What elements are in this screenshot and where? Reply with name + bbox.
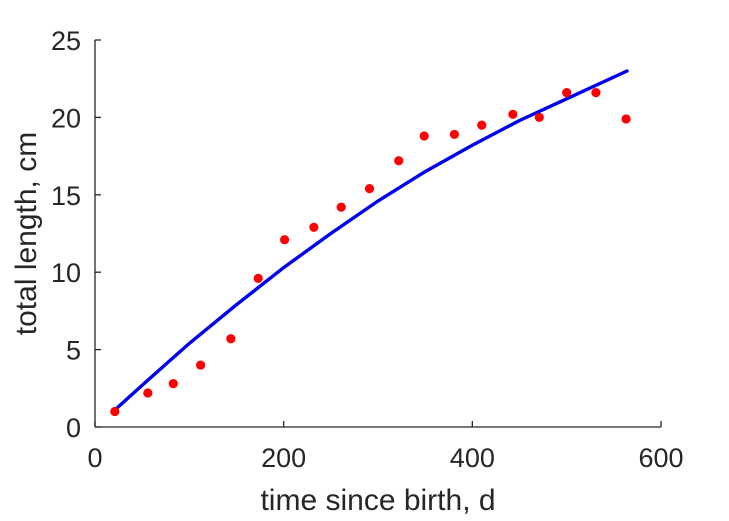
data-point (449, 129, 460, 140)
data-point (534, 112, 544, 122)
y-tick-label: 20 (51, 103, 81, 133)
data-point (280, 235, 290, 245)
plot-area: 0 200 400 600 0 5 10 15 20 25 (51, 26, 684, 473)
x-axis-ticks: 0 200 400 600 (87, 421, 684, 473)
data-point (253, 273, 263, 283)
y-axis-label: total length, cm (10, 132, 43, 335)
data-point (309, 222, 319, 232)
data-point (196, 360, 206, 370)
data-points (110, 88, 631, 417)
data-point (143, 388, 153, 398)
data-point (364, 184, 375, 194)
data-point (477, 120, 487, 130)
y-tick-label: 5 (66, 336, 81, 366)
data-point (168, 379, 178, 389)
data-point (621, 114, 631, 124)
data-point (336, 202, 346, 212)
data-point (110, 406, 120, 417)
y-tick-label: 10 (51, 258, 81, 288)
x-tick-label: 200 (261, 443, 306, 473)
y-tick-label: 0 (66, 413, 81, 443)
x-axis-label: time since birth, d (260, 484, 495, 517)
y-tick-label: 25 (51, 26, 81, 56)
data-point (591, 88, 601, 98)
data-point (562, 88, 572, 98)
data-point (394, 156, 404, 166)
data-point (508, 109, 518, 119)
x-tick-label: 0 (87, 443, 102, 473)
fit-curve-line (113, 69, 629, 412)
x-tick-label: 400 (450, 443, 495, 473)
data-point (419, 131, 429, 141)
y-axis-ticks: 0 5 10 15 20 25 (51, 26, 101, 443)
y-tick-label: 15 (51, 181, 81, 211)
data-point (226, 334, 236, 344)
x-tick-label: 600 (638, 443, 683, 473)
